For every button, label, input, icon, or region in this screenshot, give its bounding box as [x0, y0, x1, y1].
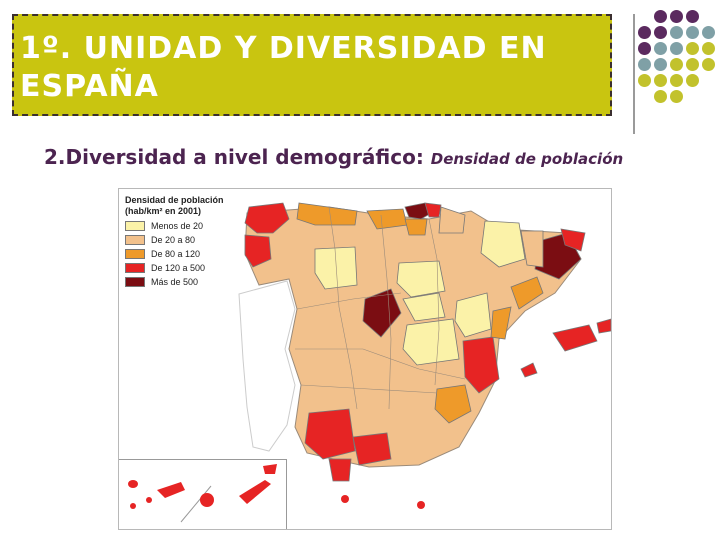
- dot: [654, 42, 667, 55]
- legend-swatch: [125, 221, 145, 231]
- dot: [670, 74, 683, 87]
- region-guadalajara: [402, 292, 446, 322]
- canary-islands-inset: [119, 459, 287, 529]
- portugal-region: [238, 280, 296, 452]
- map-legend: Densidad de población (hab/km² en 2001) …: [125, 195, 249, 287]
- region-cuenca: [402, 318, 460, 366]
- region-zamora: [314, 246, 358, 290]
- island-lapalma: [128, 480, 138, 488]
- dot: [654, 58, 667, 71]
- island-fuerteventura: [239, 480, 271, 504]
- dot: [654, 90, 667, 103]
- island-gomera: [146, 497, 152, 503]
- region-teruel: [454, 292, 492, 338]
- region-soria: [396, 260, 446, 298]
- dot: [686, 58, 699, 71]
- region-melilla: [417, 501, 425, 509]
- region-malaga: [352, 432, 392, 466]
- slide-title: 1º. UNIDAD Y DIVERSIDAD EN ESPAÑA: [20, 31, 547, 104]
- region-guipuzcoa: [424, 202, 442, 218]
- legend-title-line1: Densidad de población: [125, 195, 224, 205]
- legend-swatch: [125, 263, 145, 273]
- dot: [686, 42, 699, 55]
- population-density-map: Densidad de población (hab/km² en 2001) …: [118, 188, 612, 530]
- legend-swatch: [125, 235, 145, 245]
- region-alava: [404, 218, 428, 236]
- legend-label: Menos de 20: [151, 221, 204, 231]
- subtitle-main: 2.Diversidad a nivel demográfico:: [44, 145, 424, 169]
- region-mallorca: [552, 324, 598, 352]
- legend-swatch: [125, 277, 145, 287]
- legend-label: De 20 a 80: [151, 235, 196, 245]
- dot: [702, 42, 715, 55]
- region-asturias: [296, 202, 358, 226]
- dot: [638, 58, 651, 71]
- legend-title-line2: (hab/km² en 2001): [125, 206, 202, 216]
- slide-subtitle: 2.Diversidad a nivel demográfico: Densid…: [44, 143, 644, 173]
- dot: [654, 26, 667, 39]
- region-ibiza: [520, 362, 538, 378]
- region-navarra: [438, 206, 466, 234]
- legend-swatch: [125, 249, 145, 259]
- legend-item: Más de 500: [125, 277, 249, 287]
- dot: [686, 74, 699, 87]
- legend-label: Más de 500: [151, 277, 199, 287]
- region-huesca: [480, 220, 526, 268]
- dot: [654, 74, 667, 87]
- dot: [702, 26, 715, 39]
- dot: [638, 42, 651, 55]
- dot: [670, 26, 683, 39]
- island-lanzarote: [263, 464, 277, 474]
- spain-map: [238, 202, 611, 509]
- region-murcia: [434, 384, 472, 424]
- dot: [638, 26, 651, 39]
- region-pontevedra: [244, 234, 272, 268]
- region-coruna: [244, 202, 290, 234]
- region-ceuta: [341, 495, 349, 503]
- dot: [686, 26, 699, 39]
- region-castellon: [490, 306, 512, 340]
- region-lleida: [520, 230, 544, 268]
- decorative-dots: [638, 10, 724, 110]
- legend-label: De 120 a 500: [151, 263, 206, 273]
- island-grancanaria: [200, 493, 214, 507]
- dot: [670, 58, 683, 71]
- region-menorca: [596, 318, 611, 334]
- province-borders: [295, 206, 466, 410]
- island-hierro: [130, 503, 136, 509]
- canary-islands-map: [128, 464, 277, 523]
- region-valencia: [462, 336, 500, 394]
- region-madrid: [362, 288, 402, 338]
- title-box: 1º. UNIDAD Y DIVERSIDAD EN ESPAÑA: [12, 14, 612, 116]
- dot: [686, 10, 699, 23]
- divider-line: [633, 14, 635, 134]
- region-cadiz: [328, 458, 352, 482]
- dot: [670, 90, 683, 103]
- dot: [670, 42, 683, 55]
- dot: [654, 10, 667, 23]
- dot: [638, 74, 651, 87]
- region-sevilla: [304, 408, 356, 460]
- legend-item: De 120 a 500: [125, 263, 249, 273]
- subtitle-emphasis: Densidad de población: [430, 150, 624, 168]
- region-girona: [560, 228, 586, 252]
- legend-item: De 80 a 120: [125, 249, 249, 259]
- legend-item: Menos de 20: [125, 221, 249, 231]
- dot: [670, 10, 683, 23]
- dot: [702, 58, 715, 71]
- legend-item: De 20 a 80: [125, 235, 249, 245]
- legend-label: De 80 a 120: [151, 249, 201, 259]
- island-tenerife: [157, 482, 185, 498]
- region-tarragona: [510, 276, 544, 310]
